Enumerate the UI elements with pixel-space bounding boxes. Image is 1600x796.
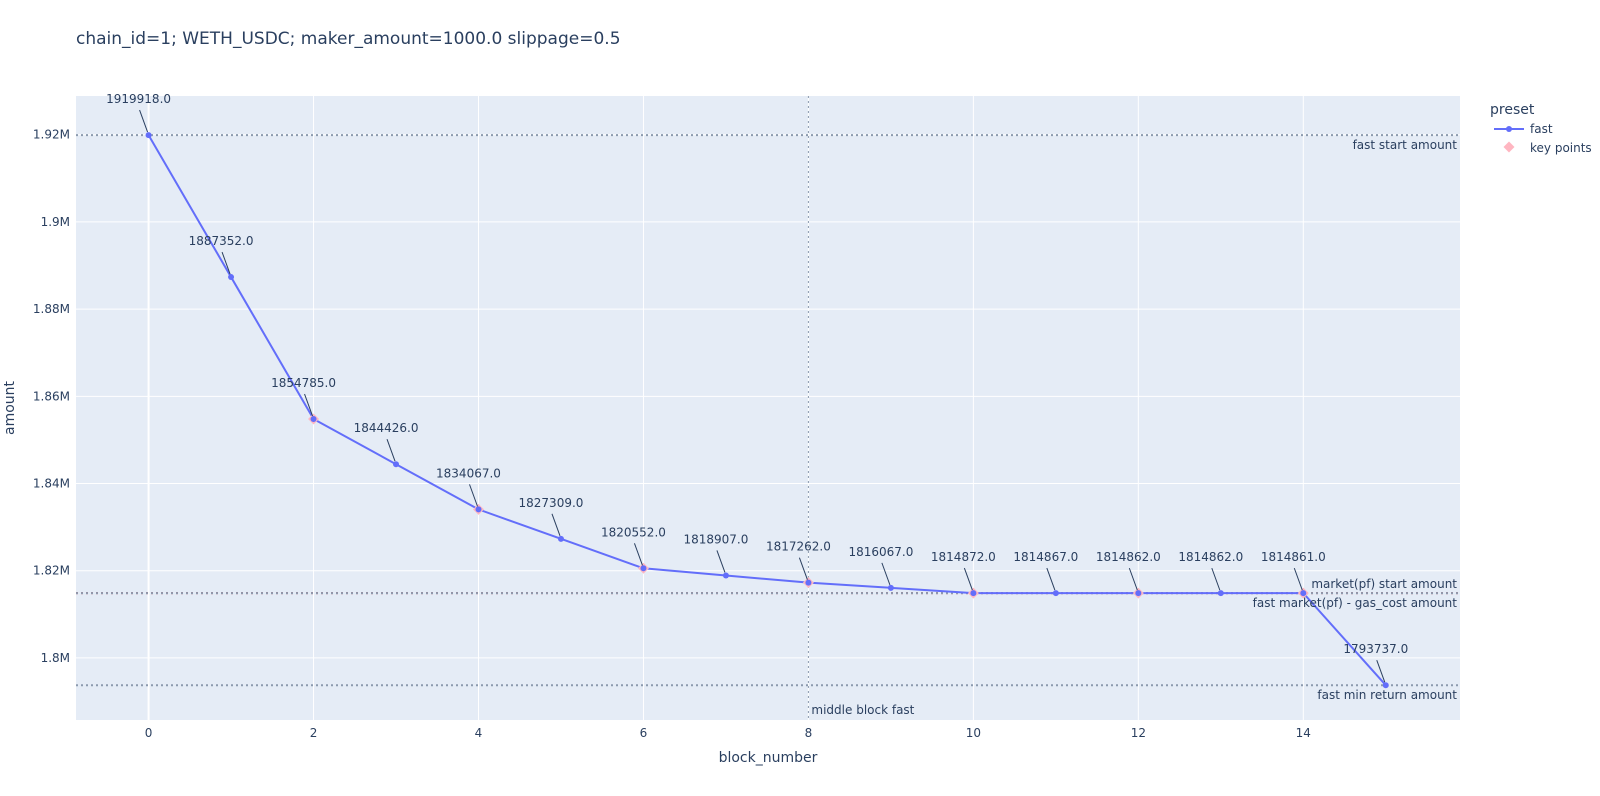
reference-line-label: market(pf) start amount — [1311, 577, 1457, 591]
data-label: 1814861.0 — [1261, 550, 1326, 564]
data-label: 1814862.0 — [1178, 550, 1243, 564]
annotation-arrow — [716, 550, 726, 573]
data-point-fast — [887, 584, 894, 591]
data-point-fast — [228, 274, 235, 281]
annotation-arrow — [633, 543, 643, 566]
y-tick-label: 1.84M — [33, 477, 70, 491]
annotation-arrow — [798, 557, 808, 580]
y-tick-label: 1.92M — [33, 128, 70, 142]
data-label: 1834067.0 — [436, 466, 501, 480]
reference-line-label: fast min return amount — [1317, 688, 1457, 702]
x-tick-label: 4 — [475, 726, 483, 740]
annotation-arrow — [963, 567, 973, 591]
data-label: 1887352.0 — [189, 234, 254, 248]
annotation-arrow — [1293, 567, 1303, 591]
data-point-fast — [393, 461, 400, 468]
gridlines — [76, 96, 1460, 720]
reference-line-label: fast start amount — [1353, 138, 1458, 152]
data-point-fast — [1135, 590, 1142, 597]
legend: preset fast key points — [1490, 102, 1592, 155]
x-tick-label: 12 — [1131, 726, 1146, 740]
reference-line-label: middle block fast — [811, 703, 914, 717]
data-point-fast — [1382, 682, 1389, 689]
data-point-fast — [475, 506, 482, 513]
x-tick-label: 6 — [640, 726, 648, 740]
legend-item-fast[interactable]: fast — [1494, 122, 1553, 136]
data-point-fast — [1300, 590, 1307, 597]
data-point-fast — [640, 565, 647, 572]
legend-item-key-points[interactable]: key points — [1503, 141, 1592, 155]
data-label: 1814862.0 — [1096, 550, 1161, 564]
annotation-arrow — [1128, 567, 1138, 591]
annotation-arrow — [551, 513, 561, 537]
data-label: 1844426.0 — [354, 421, 419, 435]
data-point-fast — [1052, 590, 1059, 597]
data-label: 1854785.0 — [271, 376, 336, 390]
data-point-fast — [557, 535, 564, 542]
data-point-fast — [310, 416, 317, 423]
data-labels: fast start amount market(pf) start amount… — [106, 92, 1457, 717]
series-line-fast — [147, 134, 1387, 686]
legend-title: preset — [1490, 102, 1535, 118]
annotation-arrow — [1211, 567, 1221, 591]
reference-line-label: fast market(pf) - gas_cost amount — [1253, 596, 1458, 610]
annotation-arrow — [1046, 567, 1056, 591]
annotation-arrow — [469, 484, 478, 507]
annotation-arrow — [304, 393, 314, 417]
data-point-fast — [145, 132, 152, 139]
annotation-arrow — [1376, 660, 1386, 683]
tick-labels: 0 2 4 6 8 10 12 14 1.8M 1.82M 1.84M 1.86M 1.88M 1.9M 1… — [33, 128, 1311, 740]
data-label: 1827309.0 — [519, 496, 584, 510]
annotation-arrow — [139, 109, 149, 133]
data-label: 1793737.0 — [1343, 642, 1408, 656]
y-tick-label: 1.88M — [33, 302, 70, 316]
legend-label-key-points: key points — [1530, 141, 1592, 155]
chart-title: chain_id=1; WETH_USDC; maker_amount=1000… — [76, 29, 621, 49]
data-label: 1820552.0 — [601, 525, 666, 539]
series-layer — [145, 132, 1389, 689]
x-tick-label: 14 — [1296, 726, 1311, 740]
x-axis-title: block_number — [719, 750, 818, 766]
data-point-fast — [722, 572, 729, 579]
annotation-arrow — [221, 251, 231, 275]
reference-lines — [76, 96, 1460, 720]
data-label: 1919918.0 — [106, 92, 171, 106]
data-label: 1818907.0 — [683, 532, 748, 546]
y-tick-label: 1.82M — [33, 564, 70, 578]
plot-area — [76, 96, 1460, 720]
data-label: 1817262.0 — [766, 540, 831, 554]
data-point-fast — [805, 579, 812, 586]
y-tick-label: 1.86M — [33, 389, 70, 403]
data-point-fast — [970, 590, 977, 597]
data-label: 1814872.0 — [931, 550, 996, 564]
data-label: 1814867.0 — [1013, 550, 1078, 564]
x-tick-label: 2 — [310, 726, 318, 740]
y-tick-label: 1.9M — [41, 215, 70, 229]
x-tick-label: 0 — [145, 726, 153, 740]
annotation-arrow — [386, 439, 396, 462]
x-tick-label: 10 — [966, 726, 981, 740]
annotation-arrow — [881, 562, 891, 586]
x-tick-label: 8 — [805, 726, 813, 740]
legend-marker-fast — [1506, 126, 1512, 132]
data-point-fast — [1217, 590, 1224, 597]
y-axis-title: amount — [2, 380, 18, 435]
y-tick-label: 1.8M — [41, 651, 70, 665]
legend-swatch-key-points — [1503, 141, 1515, 153]
legend-label-fast: fast — [1530, 122, 1553, 136]
data-label: 1816067.0 — [848, 545, 913, 559]
